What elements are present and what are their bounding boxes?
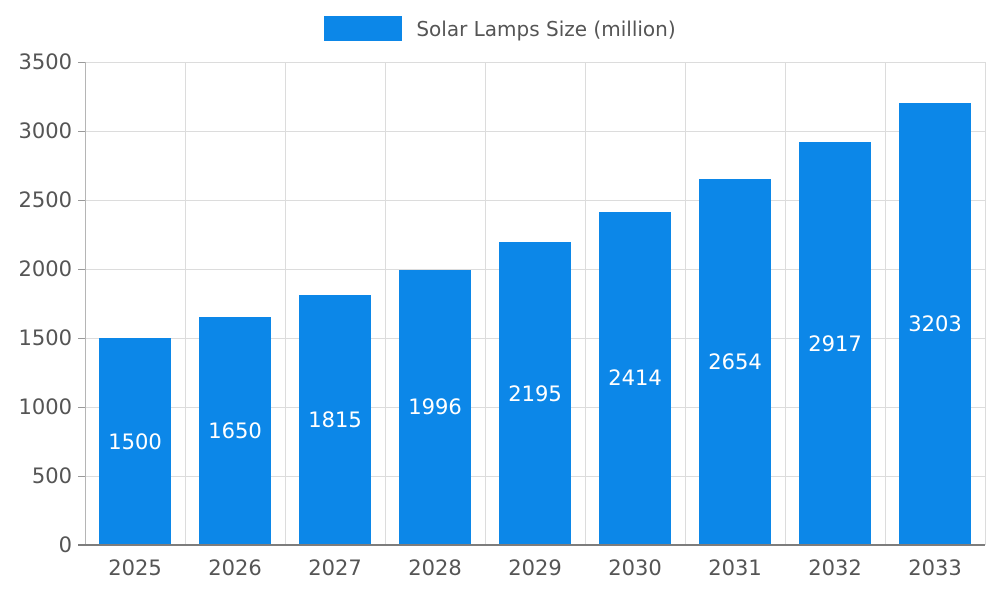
- bar-value-label: 2414: [608, 366, 662, 391]
- horizontal-gridline: [85, 62, 985, 63]
- bar: 1500: [99, 338, 171, 545]
- horizontal-gridline: [85, 131, 985, 132]
- bar: 2917: [799, 142, 871, 545]
- vertical-gridline: [185, 62, 186, 545]
- legend-label: Solar Lamps Size (million): [416, 16, 676, 41]
- plot-area: 1500 1650 1815 1996 2195 2414 2654 2917 3203: [78, 62, 986, 546]
- bar: 1996: [399, 269, 471, 545]
- y-axis-tick-label: 2500: [18, 188, 72, 212]
- y-axis-tick: [78, 269, 85, 270]
- horizontal-gridline: [85, 200, 985, 201]
- bar: 2414: [599, 211, 671, 545]
- x-axis-tick-label: 2031: [708, 556, 762, 580]
- y-axis-tick: [78, 407, 85, 408]
- bar: 2654: [699, 178, 771, 545]
- y-axis-tick-label: 2000: [18, 257, 72, 281]
- legend-swatch-icon: [324, 16, 403, 41]
- y-axis-tick: [78, 338, 85, 339]
- vertical-gridline: [585, 62, 586, 545]
- x-axis-tick-label: 2032: [808, 556, 862, 580]
- bar-value-label: 2917: [808, 331, 862, 356]
- bar-value-label: 1996: [408, 395, 462, 420]
- y-axis-tick: [78, 131, 85, 132]
- bar-value-label: 3203: [908, 312, 962, 336]
- vertical-gridline: [885, 62, 886, 545]
- bar-value-label: 1500: [108, 429, 162, 454]
- y-axis-tick: [78, 476, 85, 477]
- bar-value-label: 1815: [308, 407, 362, 432]
- x-axis-tick-label: 2025: [108, 556, 162, 580]
- x-axis-tick-label: 2026: [208, 556, 262, 580]
- y-axis-tick-label: 3500: [18, 50, 72, 74]
- bar-value-label: 2654: [708, 349, 762, 374]
- y-axis-tick-label: 1500: [18, 326, 72, 350]
- vertical-gridline: [485, 62, 486, 545]
- vertical-gridline: [985, 62, 986, 545]
- x-axis-tick-label: 2033: [908, 556, 962, 580]
- x-axis-tick-label: 2029: [508, 556, 562, 580]
- vertical-gridline: [285, 62, 286, 545]
- bar-value-label: 2195: [508, 381, 562, 406]
- x-axis-tick-label: 2027: [308, 556, 362, 580]
- vertical-gridline: [385, 62, 386, 545]
- bar: 2195: [499, 242, 571, 545]
- y-axis-tick: [78, 62, 85, 63]
- x-axis-tick-label: 2030: [608, 556, 662, 580]
- bar: 1815: [299, 294, 371, 545]
- bar: 1650: [199, 317, 271, 545]
- y-axis-tick-label: 0: [58, 533, 72, 557]
- vertical-gridline: [685, 62, 686, 545]
- legend: Solar Lamps Size (million): [0, 16, 1000, 41]
- x-axis-line: [78, 544, 985, 546]
- y-axis-tick-label: 1000: [18, 395, 72, 419]
- bar-value-label: 1650: [208, 419, 262, 444]
- y-axis-tick-label: 500: [31, 464, 72, 488]
- bar: 3203: [899, 103, 971, 545]
- y-axis-tick-label: 3000: [18, 119, 72, 143]
- y-axis-tick: [78, 200, 85, 201]
- vertical-gridline: [785, 62, 786, 545]
- y-axis-line: [85, 62, 86, 545]
- x-axis-tick-label: 2028: [408, 556, 462, 580]
